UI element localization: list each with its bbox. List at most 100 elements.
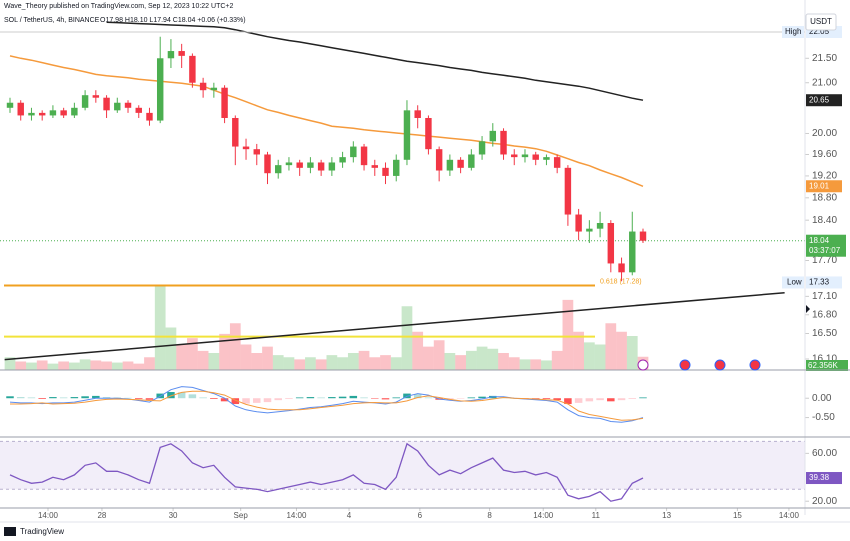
candle-body [629,231,636,273]
candle-body [350,146,357,158]
candle-body [371,165,378,168]
event-icon[interactable] [714,359,726,371]
candle-body [532,154,539,160]
scroll-arrow[interactable] [806,305,810,313]
volume-bar [176,344,188,370]
ma-tag-label: 20.65 [809,95,830,104]
macd-histogram [59,397,68,399]
candle-body [135,107,142,113]
volume-bar [315,359,327,370]
symbol: SOL / TetherUS, 4h, BINANCE [4,17,100,24]
y-tick-label: 20.00 [812,128,837,139]
x-tick-label: 15 [733,511,742,520]
macd-histogram [628,398,637,399]
macd-histogram [349,395,358,399]
candle-body [296,162,303,168]
y-tick-label: 21.50 [812,53,837,64]
rsi-band [0,441,805,490]
currency[interactable]: USDT [810,17,832,26]
volume-bar [455,355,466,370]
volume-bar [165,327,177,370]
candle-body [596,223,604,229]
y-tick-label: 16.80 [812,309,837,320]
macd-histogram [210,398,218,399]
candle-body [414,110,421,118]
volume-bar [111,362,123,370]
currency-button[interactable] [805,13,837,31]
volume-bar [444,353,456,370]
volume-bar [562,299,574,370]
y-tick-label: 19.20 [812,171,837,182]
high-tag [806,26,842,39]
low-box [782,276,804,289]
macd-histogram [617,398,626,401]
volume-bar [616,331,627,370]
candle-body [189,55,196,83]
macd-line [9,386,644,423]
volume-bar [530,359,542,370]
volume-bar [133,363,145,370]
volume-bar [369,357,381,370]
candle-body [446,159,454,171]
event-icon[interactable] [637,359,649,371]
volume-bar [251,353,263,370]
y-tick-label: 19.60 [812,149,837,160]
macd-histogram [607,398,615,402]
logo [4,527,16,536]
candle-body [38,112,46,116]
macd-histogram [295,397,304,399]
volume-bar [79,359,91,370]
x-tick-label: 11 [592,511,601,520]
volume-bar [541,360,552,370]
candle-body [543,157,550,160]
candle-body [103,97,110,111]
volume-bar [4,357,16,370]
macd-histogram [553,398,561,401]
x-tick-label: 28 [97,511,106,520]
volume-bar [208,353,220,370]
macd-histogram [542,398,551,399]
candle-body [575,214,582,232]
candle-body [435,149,443,171]
candle-body [478,141,486,155]
candle-body [607,223,615,264]
volume-bar [380,355,391,370]
volume-bar [36,360,48,370]
macd-histogram [413,394,422,399]
volume-bar [594,344,606,370]
countdown: 03:37:07 [809,246,841,255]
volume-bar [240,344,252,370]
macd-histogram [585,398,594,402]
y-tick-label: 21.00 [812,77,837,88]
volume-bar [358,350,370,370]
volume-bar [498,353,509,370]
rsi-tick-label: 60.00 [812,448,837,459]
candle-body [6,102,14,108]
candle-body [232,117,239,147]
candle-body [49,110,57,116]
candle-body [114,102,121,111]
candle-body [221,87,228,118]
x-tick-label: 14:00 [38,511,59,520]
y-tick-label: 17.10 [812,291,837,302]
candle-body [156,58,164,121]
macd-histogram [220,398,229,402]
volume-bar [219,333,230,370]
candle-body [360,146,368,166]
volume-bar [326,355,338,370]
volume-bar [401,306,413,370]
event-icon[interactable] [679,359,691,371]
volume-bar [476,346,488,370]
y-tick-label: 16.50 [812,328,837,339]
x-tick-label: 30 [169,511,178,520]
volume-tag [806,360,848,371]
y-tick-label: 18.80 [812,192,837,203]
volume-bar [187,338,198,370]
macd-histogram [242,398,250,404]
y-tick-label: 18.40 [812,215,837,226]
candle-body [618,263,625,273]
signal-line [10,390,644,421]
event-icon[interactable] [749,359,761,371]
macd-histogram [6,396,14,399]
candle-body [17,102,24,116]
